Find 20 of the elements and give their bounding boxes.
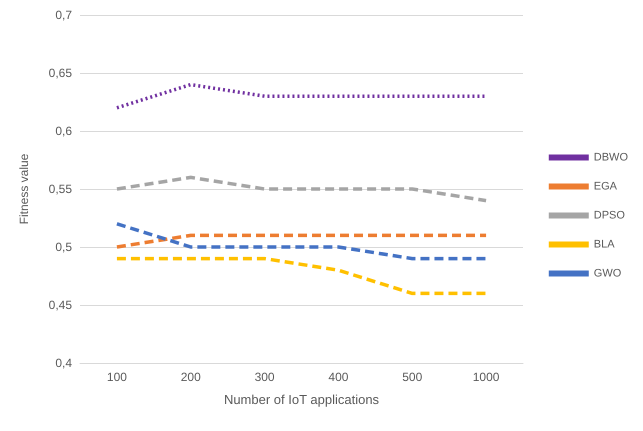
x-axis-title: Number of IoT applications (224, 392, 380, 407)
legend-label: GWO (594, 268, 622, 280)
x-tick-label: 200 (180, 370, 202, 384)
y-tick-label: 0,55 (48, 182, 72, 196)
y-axis-title: Fitness value (17, 153, 31, 224)
y-tick-label: 0,6 (55, 124, 72, 138)
y-tick-label: 0,5 (55, 240, 72, 254)
x-tick-label: 300 (254, 370, 275, 384)
x-tick-label: 400 (328, 370, 349, 384)
x-tick-label: 1000 (472, 370, 500, 384)
legend-label: EGA (594, 180, 618, 192)
x-tick-label: 500 (402, 370, 423, 384)
y-tick-label: 0,7 (55, 8, 72, 22)
legend-label: BLA (594, 238, 616, 250)
legend-label: DPSO (594, 210, 626, 222)
x-tick-label: 100 (106, 370, 128, 384)
y-tick-label: 0,45 (48, 298, 72, 312)
legend-label: DBWO (594, 152, 628, 164)
y-tick-label: 0,65 (48, 66, 72, 80)
y-tick-label: 0,4 (55, 356, 72, 370)
